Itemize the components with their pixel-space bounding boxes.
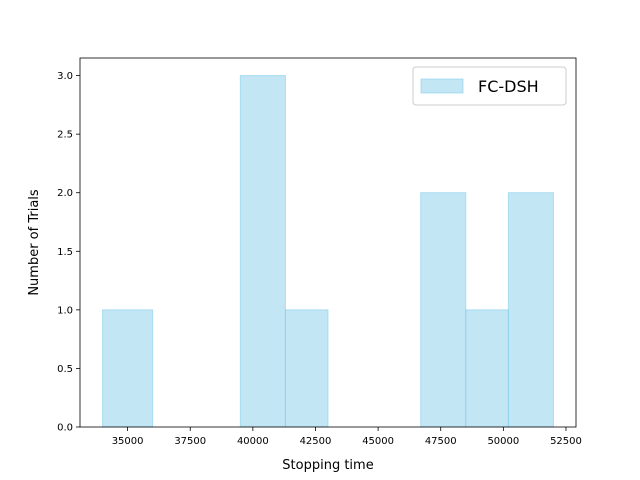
- y-axis-ticks: 0.0 0.5 1.0 1.5 2.0 2.5 3.0: [57, 71, 80, 434]
- plot-frame: [79, 57, 577, 428]
- x-tick-label-0: 35000: [112, 436, 144, 447]
- x-tick-label-6: 50000: [487, 436, 519, 447]
- histogram-bar-9: [507, 192, 554, 428]
- histogram-bar-4: [284, 309, 329, 428]
- x-tick-label-1: 37500: [174, 436, 206, 447]
- legend-swatch-fc-dsh: [420, 78, 464, 94]
- x-axis-label: Stopping time: [282, 458, 373, 473]
- legend: FC-DSH: [412, 66, 567, 106]
- y-tick-label-3: 1.5: [57, 247, 73, 258]
- y-tick-label-0: 0.0: [57, 423, 73, 434]
- y-tick-label-2: 1.0: [57, 305, 73, 316]
- y-tick-label-4: 2.0: [57, 188, 73, 199]
- histogram-bar-0: [102, 309, 154, 428]
- legend-box: [412, 66, 567, 106]
- x-axis-ticks: 35000 37500 40000 42500 45000 47500 50000 52500: [112, 427, 582, 447]
- histogram-bar-7: [420, 192, 467, 428]
- histogram-bar-8: [465, 309, 509, 428]
- y-tick-label-1: 0.5: [57, 364, 73, 375]
- x-tick-label-4: 45000: [362, 436, 394, 447]
- x-tick-label-2: 40000: [237, 436, 269, 447]
- x-tick-label-3: 42500: [300, 436, 332, 447]
- x-tick-label-7: 52500: [550, 436, 582, 447]
- y-tick-label-6: 3.0: [57, 71, 73, 82]
- bars-layer: [102, 75, 554, 428]
- y-axis-label: Number of Trials: [27, 189, 42, 296]
- x-tick-label-5: 47500: [425, 436, 457, 447]
- legend-label-fc-dsh: FC-DSH: [478, 77, 539, 96]
- y-tick-label-5: 2.5: [57, 130, 73, 141]
- histogram-bar-3: [239, 75, 286, 428]
